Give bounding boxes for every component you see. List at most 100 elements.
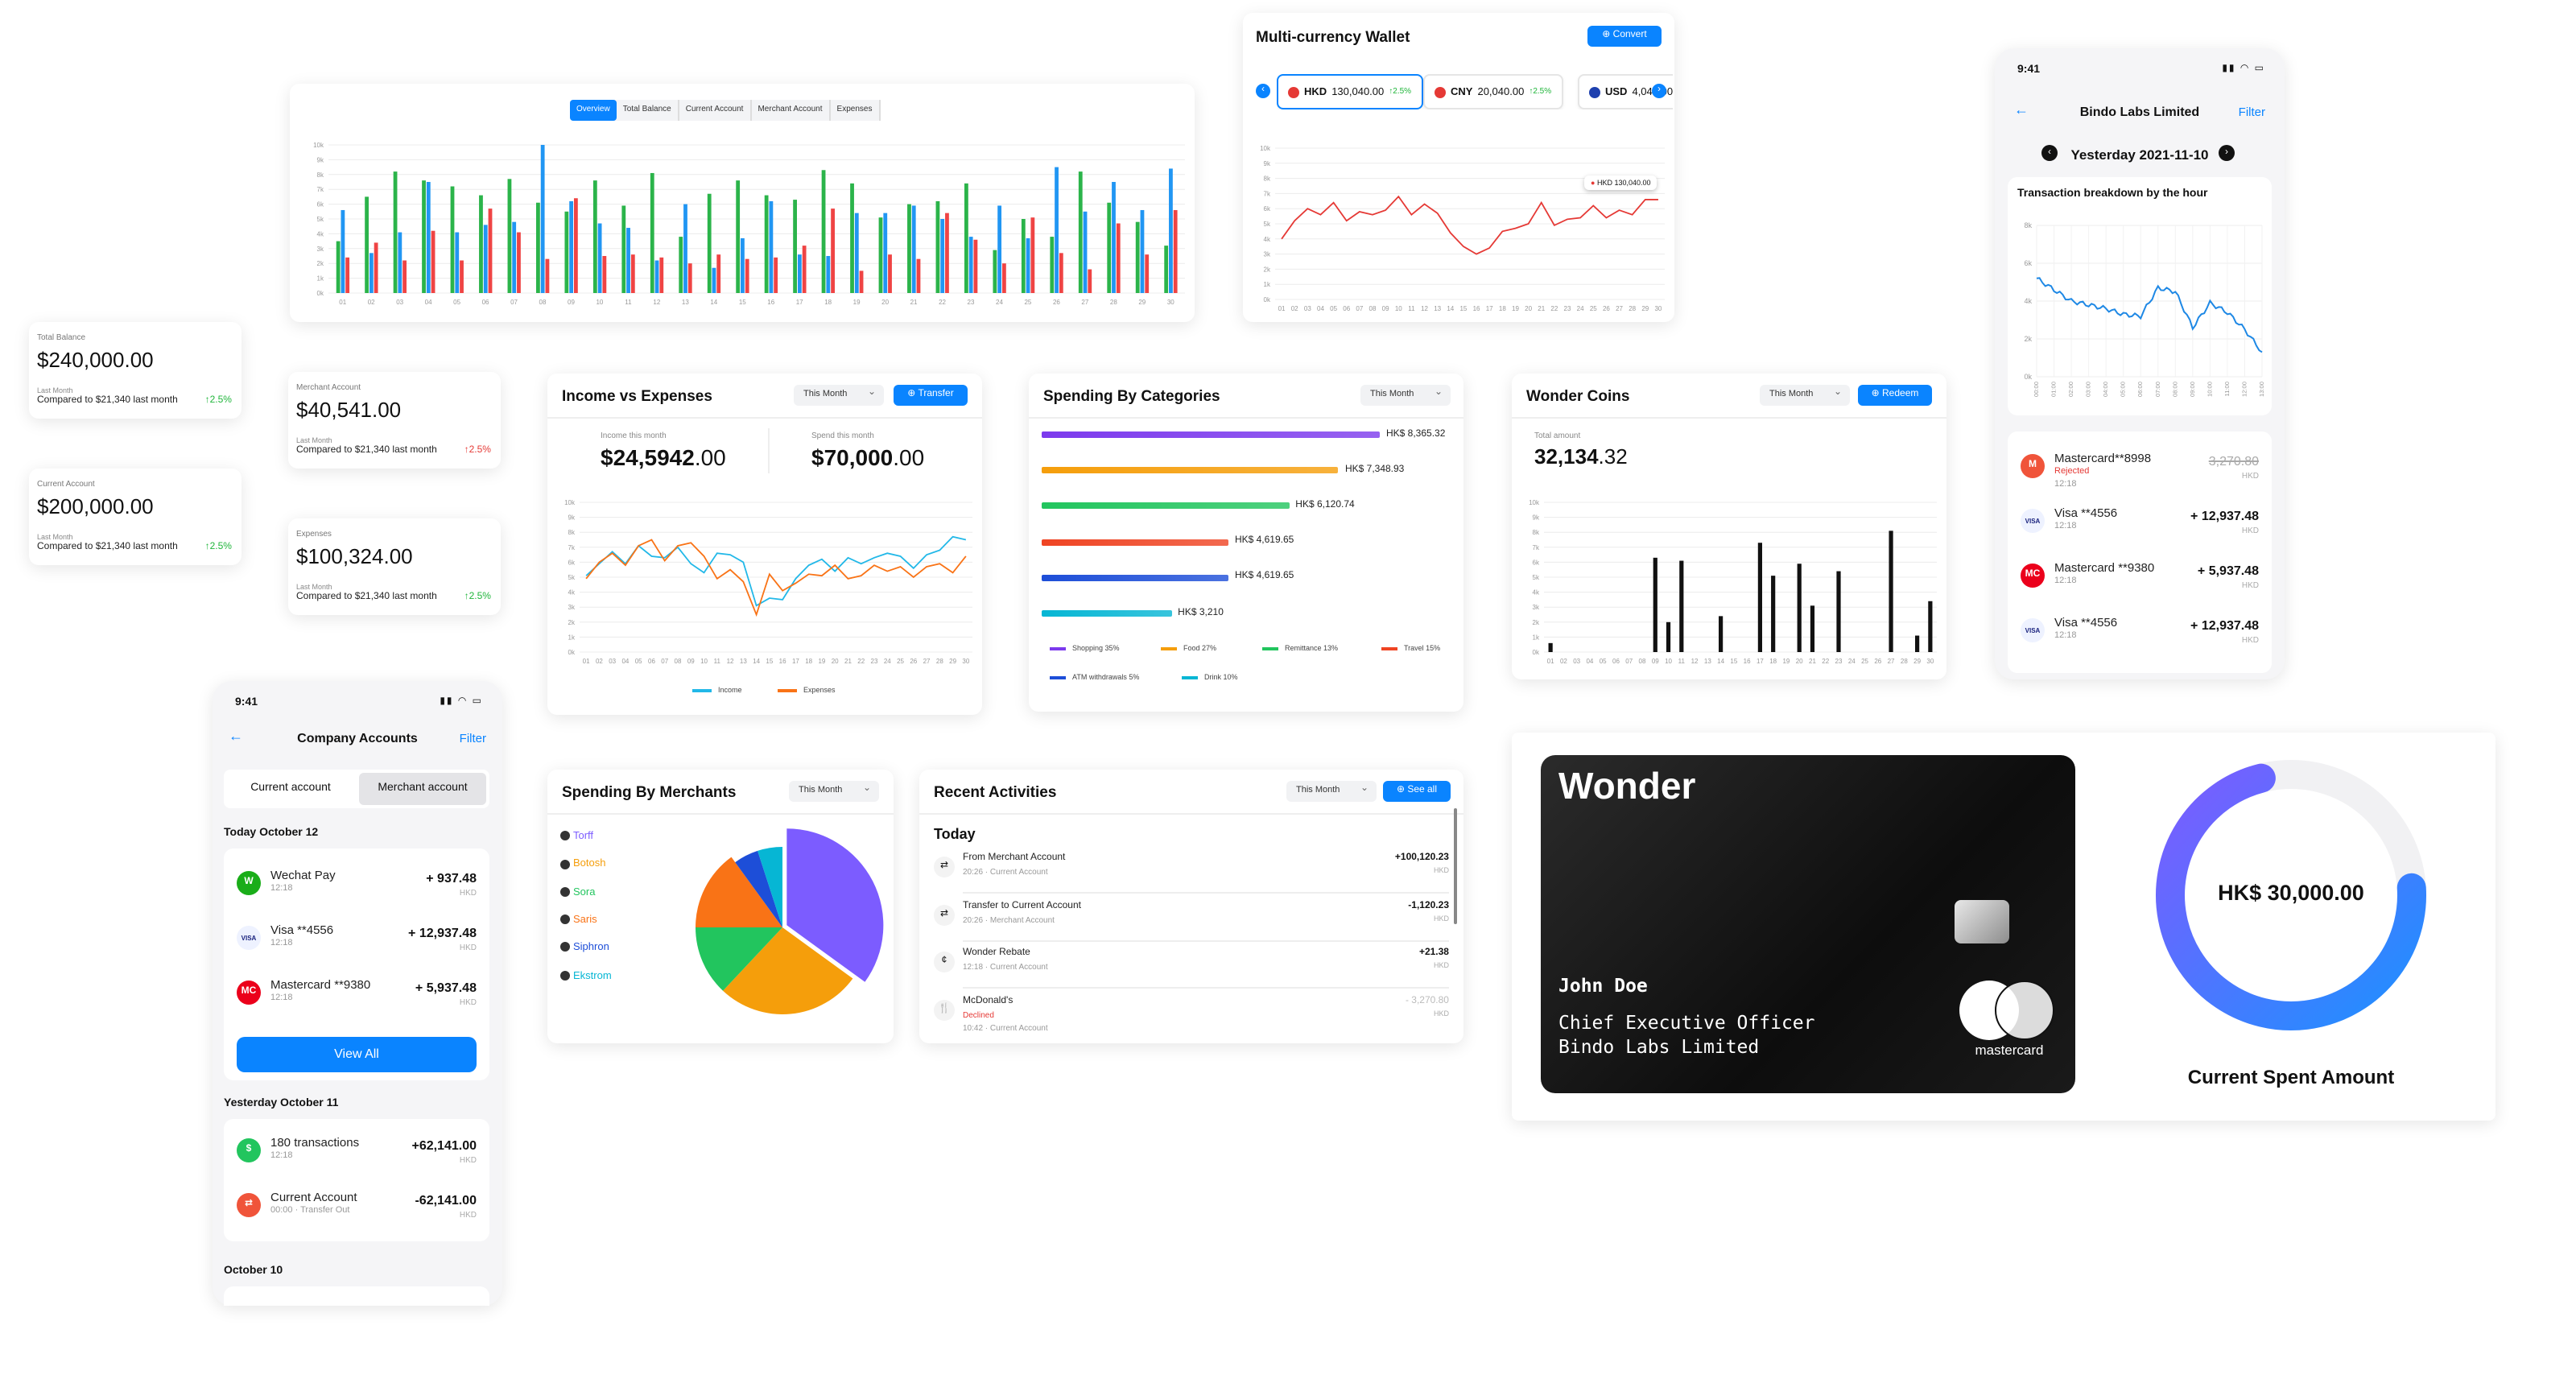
category-bar	[1042, 502, 1290, 510]
transaction-row[interactable]: VISA Visa **4556 12:18 + 12,937.48 HKD	[224, 916, 489, 971]
transaction-row[interactable]: M Mastercard**8998 Rejected 12:18 3,270.80 HK…	[2008, 444, 2272, 499]
overview-x-tick: 03	[396, 299, 403, 306]
prev-day-icon[interactable]: ‹	[2041, 145, 2058, 161]
overview-bar	[402, 260, 407, 293]
currency-pill-cny[interactable]: CNY 20,040.00 ↑2.5%	[1423, 74, 1563, 109]
wallet-next-icon[interactable]: ›	[1652, 84, 1666, 98]
next-day-icon[interactable]: ›	[2219, 145, 2235, 161]
activity-status: Declined	[963, 1010, 994, 1020]
overview-x-tick: 11	[625, 299, 632, 306]
transfer-button[interactable]: ⊕ Transfer	[894, 385, 968, 406]
wonder-debit-card[interactable]: Wonder John Doe Chief Executive Officer …	[1541, 755, 2075, 1093]
category-value: HK$ 6,120.74	[1295, 500, 1355, 510]
overview-bar	[1050, 237, 1055, 293]
activities-card: Recent Activities This Month ⊕ See all T…	[919, 770, 1463, 1043]
income-x-tick: 13	[740, 658, 747, 665]
coins-period-select[interactable]: This Month	[1760, 383, 1850, 406]
transaction-row[interactable]: MC Mastercard **9380 12:18 + 5,937.48 HKD	[2008, 554, 2272, 609]
balance-change: ↑2.5%	[204, 396, 232, 406]
activity-row[interactable]: ¢ Wonder Rebate 12:18 · Current Account +21…	[919, 942, 1463, 989]
transaction-time: 12:18	[270, 1151, 293, 1161]
category-value: HK$ 4,619.65	[1234, 572, 1294, 582]
currency-pill-hkd[interactable]: HKD 130,040.00 ↑2.5%	[1277, 74, 1423, 109]
tab-merchant-account[interactable]: Merchant account	[359, 773, 486, 805]
mastercard-logo-icon: mastercard	[1956, 977, 2062, 1058]
current-account-card: Current Account $200,000.00 Last Month Comp…	[29, 469, 242, 565]
income-amount: $24,5942.00	[601, 444, 726, 470]
balance-compare: Compared to $21,340 last month	[296, 446, 437, 456]
back-arrow-icon[interactable]: ←	[2014, 101, 2029, 118]
pie-slice	[758, 847, 782, 927]
status-time: 9:41	[235, 697, 258, 708]
income-series-line	[585, 535, 967, 607]
transaction-row[interactable]: VISA Visa **4556 12:18 + 12,937.48 HKD	[2008, 499, 2272, 554]
tab-current-account[interactable]: Current account	[250, 782, 331, 794]
overview-x-tick: 25	[1024, 299, 1031, 306]
coins-x-tick: 07	[1625, 658, 1633, 665]
transaction-row[interactable]: ⇄ Current Account 00:00 · Transfer Out -62,…	[224, 1183, 489, 1238]
transaction-row[interactable]: W Wechat Pay 12:18 + 937.48 HKD	[224, 861, 489, 916]
hour-chart-title: Transaction breakdown by the hour	[2017, 188, 2208, 200]
overview-bar	[745, 258, 749, 293]
activity-row[interactable]: ⇄ From Merchant Account 20:26 · Current Ac…	[919, 847, 1463, 894]
income-period-select[interactable]: This Month	[794, 383, 884, 406]
overview-tab-0[interactable]: Overview	[570, 100, 617, 121]
merchants-period-select[interactable]: This Month	[789, 779, 879, 802]
filter-link[interactable]: Filter	[459, 731, 486, 745]
wallet-x-tick: 11	[1408, 305, 1415, 312]
overview-tab-1[interactable]: Total Balance	[617, 100, 679, 121]
categories-period-select[interactable]: This Month	[1360, 383, 1451, 406]
overview-x-tick: 16	[767, 299, 774, 306]
transaction-time: 12:18	[2054, 631, 2077, 641]
overview-tab-2[interactable]: Current Account	[679, 100, 752, 121]
overview-x-tick: 24	[996, 299, 1003, 306]
overview-x-tick: 30	[1167, 299, 1174, 306]
view-all-button[interactable]: View All	[237, 1037, 477, 1072]
balance-amount-cents: .00	[372, 398, 402, 422]
overview-tab-3[interactable]: Merchant Account	[751, 100, 831, 121]
see-all-button[interactable]: ⊕ See all	[1383, 781, 1451, 802]
back-arrow-icon[interactable]: ←	[229, 728, 243, 744]
redeem-button[interactable]: ⊕ Redeem	[1858, 385, 1932, 406]
overview-x-tick: 05	[453, 299, 460, 306]
wallet-x-tick: 30	[1654, 305, 1662, 312]
transaction-icon: VISA	[2021, 618, 2045, 642]
filter-link[interactable]: Filter	[2238, 105, 2265, 119]
spent-donut	[2156, 760, 2426, 1030]
activities-period-select[interactable]: This Month	[1286, 779, 1377, 802]
card-company: Bindo Labs Limited	[1558, 1035, 1760, 1058]
activity-row[interactable]: ⇄ Transfer to Current Account 20:26 · Merc…	[919, 894, 1463, 941]
transaction-row[interactable]: MC Mastercard **9380 12:18 + 5,937.48 HKD	[224, 971, 489, 1026]
activities-scrollbar[interactable]	[1454, 808, 1457, 924]
overview-bar	[659, 257, 664, 293]
coins-x-tick: 25	[1861, 658, 1868, 665]
coins-y-tick: 9k	[1533, 514, 1540, 522]
overview-x-tick: 14	[710, 299, 717, 306]
overview-bar	[336, 241, 341, 293]
wallet-prev-icon[interactable]: ‹	[1256, 84, 1270, 98]
income-x-tick: 29	[949, 658, 956, 665]
activities-title: Recent Activities	[934, 784, 1057, 802]
transaction-row[interactable]: $180 transactions 12:18 +62,141.00 HKD	[224, 1129, 489, 1183]
overview-bar	[793, 200, 797, 293]
overview-tab-4[interactable]: Expenses	[831, 100, 881, 121]
transaction-amount: +62,141.00	[411, 1138, 477, 1153]
merchant-name: Torff	[573, 831, 594, 842]
income-series-line	[585, 539, 967, 617]
coins-bar	[1771, 576, 1776, 652]
transaction-currency: HKD	[2241, 472, 2259, 481]
activity-currency: HKD	[1433, 1009, 1449, 1017]
merchant-avatar-icon	[560, 942, 570, 952]
overview-y-tick: 7k	[317, 186, 324, 193]
activity-row[interactable]: 🍴 McDonald's Declined 10:42 · Current Accou…	[919, 989, 1463, 1036]
wallet-x-tick: 10	[1395, 305, 1402, 312]
coins-bar-chart: 10k 9k 8k 7k 6k 5k 4k 3k 2k 1k 0k 01 02 03 04 05 06 07 08 0…	[1529, 499, 1937, 665]
wallet-y-tick: 4k	[1264, 236, 1271, 243]
transaction-icon: W	[237, 871, 261, 895]
today-transaction-list: View All W Wechat Pay 12:18 + 937.48 HKD VISA…	[224, 848, 489, 1080]
overview-bar	[1026, 237, 1030, 293]
balance-amount-main: $200,000	[37, 494, 125, 518]
overview-y-tick: 10k	[313, 142, 324, 149]
convert-button[interactable]: ⊕ Convert	[1587, 26, 1662, 47]
transaction-row[interactable]: VISA Visa **4556 12:18 + 12,937.48 HKD	[2008, 609, 2272, 663]
